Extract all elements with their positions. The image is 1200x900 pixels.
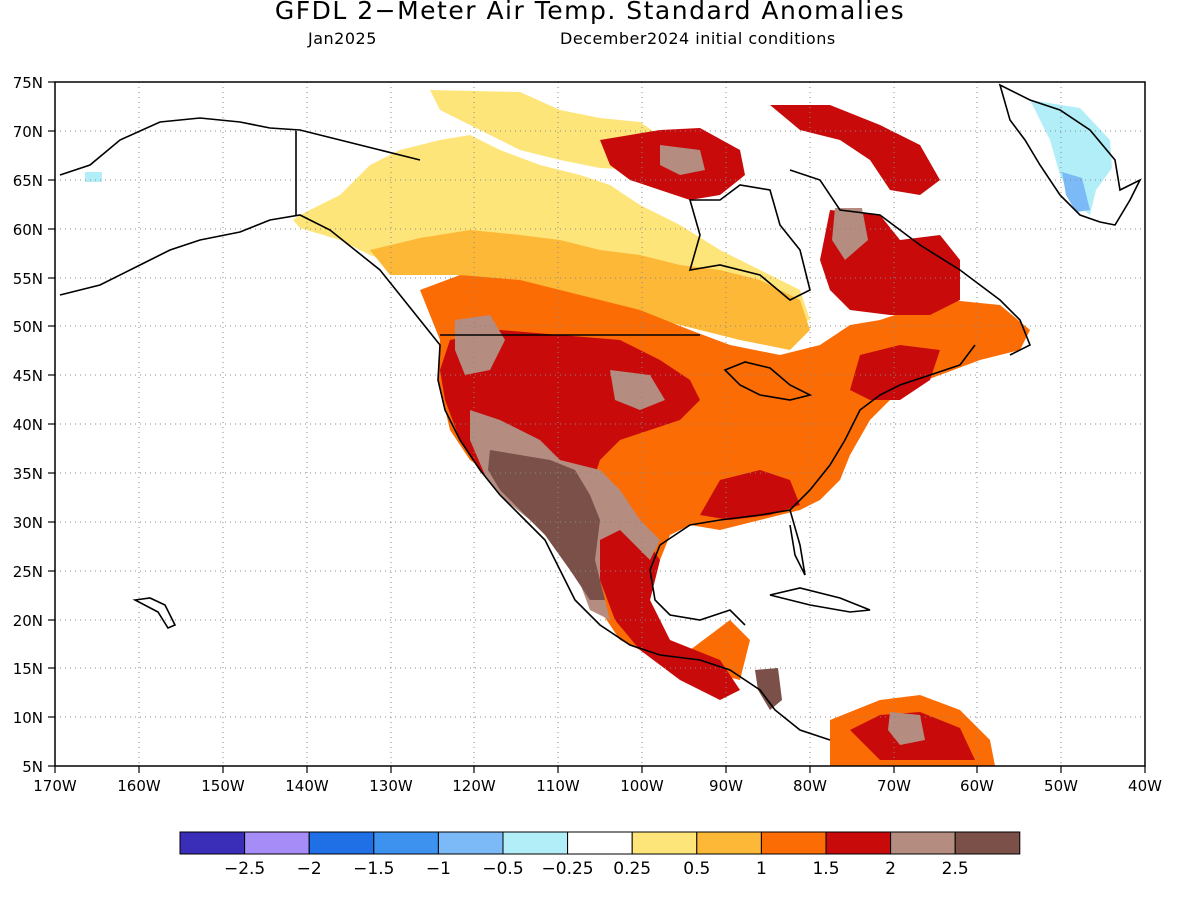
colombia-brown — [888, 712, 925, 745]
greenland-coast — [998, 83, 1142, 226]
alaska-cold-patch — [85, 172, 102, 182]
colorbar-label: −0.5 — [482, 859, 523, 879]
colorbar-swatch — [760, 831, 827, 855]
lat-label: 40N — [13, 416, 43, 434]
lat-label: 25N — [13, 563, 43, 581]
colorbar-label: −0.25 — [542, 859, 594, 879]
lon-label: 70W — [877, 777, 911, 795]
colorbar-swatch — [308, 831, 375, 855]
lon-label: 60W — [960, 777, 994, 795]
longitude-labels: 170W 160W 150W 140W 130W 120W 110W 100W … — [33, 777, 1162, 795]
lat-label: 65N — [13, 172, 43, 190]
lat-label: 55N — [13, 270, 43, 288]
colorbar-label: −2.5 — [224, 859, 265, 879]
hudson-bay — [688, 184, 811, 301]
colorbar-label: 2 — [885, 859, 896, 879]
arctic-red — [770, 105, 940, 195]
map-title: GFDL 2−Meter Air Temp. Standard Anomalie… — [274, 0, 906, 25]
southeast-red — [700, 470, 800, 520]
lat-label: 5N — [22, 758, 43, 776]
lon-label: 50W — [1044, 777, 1078, 795]
lon-label: 120W — [452, 777, 496, 795]
southwest-dark-brown — [488, 450, 605, 600]
colorbar-label: 1.5 — [812, 859, 839, 879]
north-america-coast — [59, 214, 831, 741]
greenland-blue-patch — [1062, 172, 1090, 212]
colorbar-swatch — [244, 831, 310, 855]
plains-light-brown — [610, 370, 665, 410]
great-lakes — [723, 361, 813, 401]
initial-conditions-label: December2024 initial conditions — [560, 29, 836, 48]
lon-label: 40W — [1128, 777, 1162, 795]
lon-label: 130W — [369, 777, 413, 795]
northeast-red — [850, 345, 940, 400]
colorbar-swatch — [696, 831, 762, 855]
colorbar-swatch — [179, 831, 246, 855]
coastlines — [59, 83, 1142, 741]
lon-label: 160W — [117, 777, 161, 795]
colorbar-swatch — [954, 831, 1021, 855]
lat-label: 15N — [13, 660, 43, 678]
cuba — [769, 587, 871, 613]
lon-label: 80W — [793, 777, 827, 795]
lat-label: 45N — [13, 367, 43, 385]
latitude-labels: 75N 70N 65N 60N 55N 50N 45N 40N 35N 30N … — [13, 74, 43, 776]
forecast-month: Jan2025 — [308, 29, 377, 48]
mexico-red — [595, 520, 740, 700]
hawaii — [132, 597, 177, 630]
ticks — [48, 81, 1146, 773]
northwest-light-brown — [455, 315, 505, 375]
colorbar-label: 2.5 — [942, 859, 969, 879]
alaska-north-coast — [59, 117, 421, 176]
lon-label: 170W — [33, 777, 77, 795]
lat-label: 35N — [13, 465, 43, 483]
light-orange-band — [370, 230, 810, 350]
lat-label: 75N — [13, 74, 43, 92]
lon-label: 90W — [709, 777, 743, 795]
colorbar: −2.5 −2 −1.5 −1 −0.5 −0.25 0.25 0.5 1 1.… — [179, 831, 1021, 879]
colorbar-swatch — [373, 831, 439, 855]
colorbar-label: −2 — [297, 859, 322, 879]
lat-label: 60N — [13, 221, 43, 239]
colorbar-label: 0.25 — [613, 859, 651, 879]
colorbar-label: −1.5 — [353, 859, 394, 879]
colorbar-swatch — [825, 831, 892, 855]
colorbar-label: 0.5 — [683, 859, 710, 879]
labrador-coast — [789, 169, 1032, 356]
graticule — [55, 82, 1145, 766]
labrador-light-brown — [832, 208, 868, 260]
lat-label: 10N — [13, 709, 43, 727]
greenland-cold-anomaly — [1030, 100, 1112, 215]
colorbar-swatch — [502, 831, 569, 855]
colorbar-swatch — [890, 831, 956, 855]
anomaly-field — [85, 90, 1112, 766]
lat-label: 20N — [13, 612, 43, 630]
lon-label: 150W — [201, 777, 245, 795]
lat-label: 50N — [13, 318, 43, 336]
lon-label: 110W — [536, 777, 580, 795]
lon-label: 100W — [620, 777, 664, 795]
colorbar-label: 1 — [756, 859, 767, 879]
colorbar-swatch — [437, 831, 504, 855]
east-coast — [789, 344, 976, 511]
colorbar-label: −1 — [426, 859, 451, 879]
central-america-brown — [755, 668, 782, 710]
gulf-coast — [649, 544, 746, 626]
lon-label: 140W — [285, 777, 329, 795]
lat-label: 30N — [13, 514, 43, 532]
hudson-light-brown — [660, 145, 705, 175]
lat-label: 70N — [13, 123, 43, 141]
colorbar-swatch — [567, 831, 633, 855]
colorbar-swatch — [631, 831, 698, 855]
